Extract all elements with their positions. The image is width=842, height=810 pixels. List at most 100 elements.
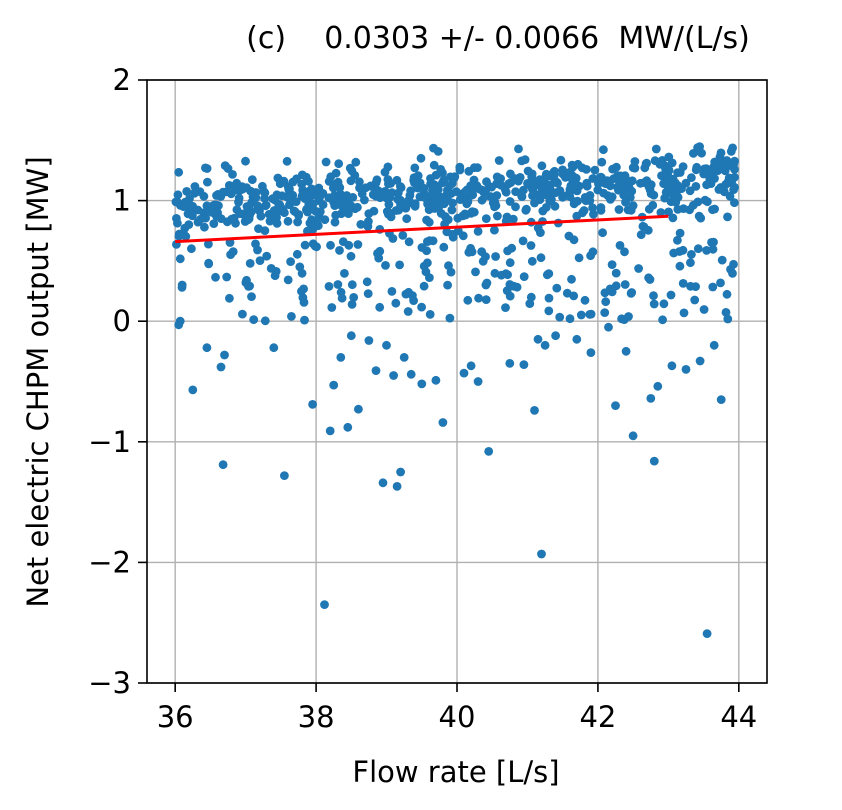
scatter-point xyxy=(429,160,439,170)
scatter-point xyxy=(620,280,630,289)
scatter-point xyxy=(699,305,709,314)
scatter-point xyxy=(188,385,198,395)
scatter-point xyxy=(340,269,349,278)
y-tick-label: −2 xyxy=(88,545,131,579)
scatter-point xyxy=(174,167,184,177)
scatter-point xyxy=(717,255,727,265)
scatter-point xyxy=(501,303,510,312)
scatter-point xyxy=(492,191,502,200)
scatter-point xyxy=(628,431,638,441)
scatter-point xyxy=(315,207,325,217)
scatter-point xyxy=(287,312,296,321)
scatter-point xyxy=(729,259,738,269)
chart-title: (c) 0.0303 +/- 0.0066 MW/(L/s) xyxy=(246,21,750,56)
scatter-point xyxy=(597,157,607,167)
scatter-point xyxy=(438,418,448,427)
scatter-point xyxy=(375,246,385,256)
scatter-point xyxy=(564,231,574,241)
scatter-point xyxy=(285,184,294,194)
scatter-point xyxy=(353,202,362,212)
scatter-point xyxy=(615,241,625,250)
scatter-point xyxy=(502,212,512,222)
scatter-point xyxy=(707,238,716,247)
scatter-point xyxy=(723,314,733,324)
scatter-point xyxy=(271,267,281,276)
scatter-point xyxy=(261,200,271,210)
scatter-point xyxy=(209,219,219,229)
scatter-point xyxy=(538,206,548,216)
scatter-point xyxy=(216,214,226,224)
scatter-point xyxy=(681,178,691,188)
scatter-point xyxy=(234,193,244,203)
scatter-point xyxy=(174,320,184,330)
scatter-point xyxy=(413,171,423,181)
scatter-point xyxy=(329,181,339,191)
scatter-point xyxy=(505,258,515,268)
scatter-point xyxy=(664,152,674,162)
scatter-point xyxy=(417,302,426,312)
scatter-point xyxy=(673,235,682,245)
scatter-point xyxy=(204,258,214,268)
scatter-point xyxy=(542,270,552,280)
scatter-point xyxy=(612,162,621,172)
x-axis-label: Flow rate [L/s] xyxy=(352,755,559,789)
scatter-point xyxy=(218,187,228,197)
scatter-point xyxy=(382,193,392,203)
scatter-point xyxy=(628,201,638,211)
scatter-point xyxy=(218,460,228,470)
scatter-point xyxy=(576,310,586,320)
scatter-point xyxy=(247,292,256,301)
scatter-point xyxy=(338,237,348,247)
scatter-point xyxy=(660,193,670,203)
scatter-point xyxy=(417,379,427,389)
scatter-point xyxy=(320,215,330,225)
scatter-point xyxy=(716,278,725,288)
scatter-point xyxy=(436,165,446,174)
scatter-point xyxy=(530,198,539,208)
scatter-point xyxy=(408,291,417,300)
axis-ticks: 36 38 40 42 44 −3 −2 −1 0 1 2 xyxy=(88,63,757,734)
scatter-point xyxy=(552,283,562,293)
scatter-point xyxy=(651,144,661,154)
scatter-point xyxy=(481,252,490,262)
scatter-point xyxy=(464,247,474,257)
scatter-point xyxy=(555,312,565,322)
scatter-point xyxy=(614,205,624,214)
scatter-point xyxy=(589,209,598,219)
scatter-point xyxy=(422,215,431,225)
scatter-point xyxy=(649,190,659,200)
scatter-point xyxy=(212,191,221,200)
scatter-point xyxy=(444,261,453,271)
scatter-point xyxy=(533,223,543,233)
scatter-point xyxy=(710,157,720,167)
scatter-point xyxy=(709,340,719,350)
scatter-point xyxy=(289,206,299,216)
scatter-point xyxy=(355,183,364,193)
scatter-point xyxy=(425,236,434,246)
scatter-point xyxy=(675,228,685,238)
scatter-point xyxy=(232,178,242,188)
scatter-point xyxy=(567,274,576,284)
scatter-point xyxy=(636,230,646,240)
scatter-point xyxy=(293,217,302,227)
scatter-point xyxy=(505,359,515,368)
scatter-point xyxy=(429,143,438,153)
scatter-point xyxy=(180,197,190,207)
scatter-point xyxy=(573,159,583,169)
scatter-point xyxy=(586,251,595,261)
scatter-point xyxy=(328,194,338,204)
scatter-point xyxy=(419,183,429,193)
scatter-point xyxy=(695,356,705,366)
scatter-point xyxy=(333,280,343,289)
scatter-point xyxy=(380,187,390,196)
scatter-point xyxy=(720,166,730,176)
scatter-point xyxy=(174,231,184,241)
scatter-point xyxy=(519,272,529,281)
scatter-point xyxy=(582,193,592,203)
scatter-point xyxy=(399,353,409,362)
scatter-point xyxy=(375,193,385,203)
scatter-point xyxy=(455,165,465,175)
scatter-point xyxy=(346,331,356,341)
scatter-point xyxy=(527,256,537,266)
